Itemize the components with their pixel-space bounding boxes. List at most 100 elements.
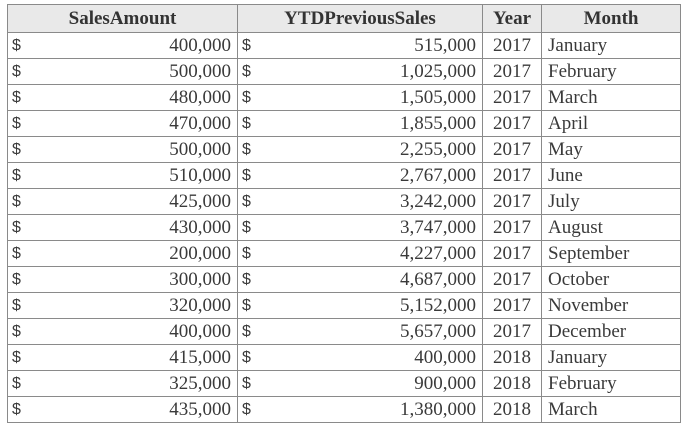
table-row: $400,000 $515,000 2017 January	[7, 32, 682, 59]
sales-currency-symbol: $	[7, 136, 27, 163]
month-cell: August	[541, 214, 682, 241]
year-cell: 2018	[482, 370, 543, 397]
ytd-currency-symbol: $	[237, 370, 258, 397]
year-cell: 2018	[482, 344, 543, 371]
table-body: $400,000 $515,000 2017 January $500,000 $1,02…	[7, 32, 682, 423]
ytd-currency-symbol: $	[237, 266, 258, 293]
sales-amount-cell: 320,000	[26, 292, 238, 319]
ytd-previous-sales-cell: 1,505,000	[257, 84, 484, 111]
ytd-previous-sales-cell: 515,000	[257, 32, 484, 59]
month-cell: September	[541, 240, 682, 267]
ytd-previous-sales-cell: 5,152,000	[257, 292, 484, 319]
table-row: $200,000 $4,227,000 2017 September	[7, 240, 682, 267]
sales-currency-symbol: $	[7, 344, 27, 371]
header-ytd-previous-sales: YTDPreviousSales	[236, 4, 484, 33]
table-row: $325,000 $900,000 2018 February	[7, 370, 682, 397]
month-cell: February	[541, 370, 682, 397]
sales-amount-cell: 300,000	[26, 266, 238, 293]
month-cell: November	[541, 292, 682, 319]
sales-amount-cell: 325,000	[26, 370, 238, 397]
ytd-currency-symbol: $	[237, 318, 258, 345]
sales-currency-symbol: $	[7, 266, 27, 293]
sales-currency-symbol: $	[7, 318, 27, 345]
ytd-currency-symbol: $	[237, 292, 258, 319]
sales-currency-symbol: $	[7, 240, 27, 267]
header-row: SalesAmount YTDPreviousSales Year Month	[7, 4, 682, 33]
year-cell: 2017	[482, 58, 543, 85]
table-row: $425,000 $3,242,000 2017 July	[7, 188, 682, 215]
ytd-currency-symbol: $	[237, 240, 258, 267]
sales-currency-symbol: $	[7, 292, 27, 319]
header-month: Month	[541, 4, 682, 33]
month-cell: January	[541, 32, 682, 59]
ytd-previous-sales-cell: 900,000	[257, 370, 484, 397]
table-row: $300,000 $4,687,000 2017 October	[7, 266, 682, 293]
year-cell: 2017	[482, 84, 543, 111]
month-cell: March	[541, 84, 682, 111]
sales-table-container: SalesAmount YTDPreviousSales Year Month …	[7, 4, 682, 423]
ytd-currency-symbol: $	[237, 58, 258, 85]
sales-currency-symbol: $	[7, 214, 27, 241]
table-row: $320,000 $5,152,000 2017 November	[7, 292, 682, 319]
sales-amount-cell: 430,000	[26, 214, 238, 241]
table-row: $430,000 $3,747,000 2017 August	[7, 214, 682, 241]
ytd-previous-sales-cell: 400,000	[257, 344, 484, 371]
year-cell: 2017	[482, 292, 543, 319]
table-row: $470,000 $1,855,000 2017 April	[7, 110, 682, 137]
sales-amount-cell: 510,000	[26, 162, 238, 189]
ytd-previous-sales-cell: 1,025,000	[257, 58, 484, 85]
month-cell: March	[541, 396, 682, 423]
month-cell: December	[541, 318, 682, 345]
month-cell: January	[541, 344, 682, 371]
ytd-previous-sales-cell: 3,242,000	[257, 188, 484, 215]
ytd-currency-symbol: $	[237, 344, 258, 371]
sales-amount-cell: 435,000	[26, 396, 238, 423]
table-row: $500,000 $1,025,000 2017 February	[7, 58, 682, 85]
month-cell: February	[541, 58, 682, 85]
ytd-previous-sales-cell: 2,255,000	[257, 136, 484, 163]
ytd-currency-symbol: $	[237, 84, 258, 111]
ytd-previous-sales-cell: 4,227,000	[257, 240, 484, 267]
ytd-currency-symbol: $	[237, 188, 258, 215]
sales-amount-cell: 500,000	[26, 136, 238, 163]
sales-amount-cell: 400,000	[26, 318, 238, 345]
ytd-currency-symbol: $	[237, 32, 258, 59]
year-cell: 2018	[482, 396, 543, 423]
month-cell: April	[541, 110, 682, 137]
year-cell: 2017	[482, 32, 543, 59]
sales-amount-cell: 470,000	[26, 110, 238, 137]
year-cell: 2017	[482, 266, 543, 293]
sales-currency-symbol: $	[7, 162, 27, 189]
sales-amount-cell: 415,000	[26, 344, 238, 371]
header-sales-amount: SalesAmount	[7, 4, 238, 33]
ytd-previous-sales-cell: 1,855,000	[257, 110, 484, 137]
table-row: $415,000 $400,000 2018 January	[7, 344, 682, 371]
sales-amount-cell: 400,000	[26, 32, 238, 59]
year-cell: 2017	[482, 136, 543, 163]
sales-amount-cell: 480,000	[26, 84, 238, 111]
sales-currency-symbol: $	[7, 84, 27, 111]
sales-currency-symbol: $	[7, 188, 27, 215]
year-cell: 2017	[482, 240, 543, 267]
sales-currency-symbol: $	[7, 58, 27, 85]
sales-amount-cell: 500,000	[26, 58, 238, 85]
month-cell: October	[541, 266, 682, 293]
ytd-previous-sales-cell: 3,747,000	[257, 214, 484, 241]
year-cell: 2017	[482, 214, 543, 241]
sales-table: SalesAmount YTDPreviousSales Year Month …	[7, 4, 682, 423]
table-row: $510,000 $2,767,000 2017 June	[7, 162, 682, 189]
table-row: $480,000 $1,505,000 2017 March	[7, 84, 682, 111]
sales-currency-symbol: $	[7, 396, 27, 423]
sales-amount-cell: 200,000	[26, 240, 238, 267]
header-year: Year	[482, 4, 543, 33]
month-cell: July	[541, 188, 682, 215]
year-cell: 2017	[482, 188, 543, 215]
sales-amount-cell: 425,000	[26, 188, 238, 215]
ytd-currency-symbol: $	[237, 136, 258, 163]
month-cell: May	[541, 136, 682, 163]
ytd-previous-sales-cell: 1,380,000	[257, 396, 484, 423]
month-cell: June	[541, 162, 682, 189]
ytd-previous-sales-cell: 5,657,000	[257, 318, 484, 345]
ytd-previous-sales-cell: 4,687,000	[257, 266, 484, 293]
table-row: $500,000 $2,255,000 2017 May	[7, 136, 682, 163]
